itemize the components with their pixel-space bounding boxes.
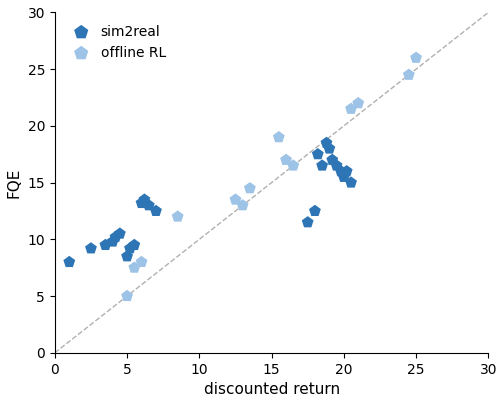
sim2real: [333, 162, 341, 169]
sim2real: [343, 168, 351, 175]
sim2real: [326, 145, 334, 152]
sim2real: [130, 242, 138, 248]
offline RL: [246, 185, 254, 191]
sim2real: [116, 230, 124, 237]
sim2real: [101, 242, 109, 248]
sim2real: [108, 238, 116, 245]
offline RL: [239, 202, 247, 208]
offline RL: [123, 293, 131, 299]
sim2real: [340, 174, 348, 180]
sim2real: [152, 208, 160, 214]
Y-axis label: FQE: FQE: [7, 167, 22, 198]
offline RL: [412, 55, 420, 61]
offline RL: [354, 100, 362, 106]
offline RL: [130, 265, 138, 271]
sim2real: [337, 168, 345, 175]
sim2real: [111, 234, 119, 240]
offline RL: [138, 259, 146, 265]
offline RL: [282, 157, 290, 163]
sim2real: [323, 140, 331, 146]
sim2real: [141, 196, 149, 203]
offline RL: [231, 196, 239, 203]
sim2real: [65, 259, 73, 265]
offline RL: [174, 213, 182, 220]
sim2real: [347, 179, 355, 186]
Legend: sim2real, offline RL: sim2real, offline RL: [62, 19, 171, 65]
X-axis label: discounted return: discounted return: [204, 382, 340, 397]
sim2real: [318, 162, 326, 169]
sim2real: [145, 202, 153, 208]
offline RL: [289, 162, 297, 169]
offline RL: [347, 105, 355, 112]
sim2real: [126, 245, 134, 252]
sim2real: [87, 245, 95, 252]
sim2real: [328, 157, 336, 163]
sim2real: [304, 219, 312, 225]
offline RL: [405, 72, 413, 78]
sim2real: [123, 253, 131, 260]
sim2real: [138, 200, 146, 206]
offline RL: [275, 134, 283, 141]
sim2real: [311, 208, 319, 214]
sim2real: [314, 151, 322, 158]
